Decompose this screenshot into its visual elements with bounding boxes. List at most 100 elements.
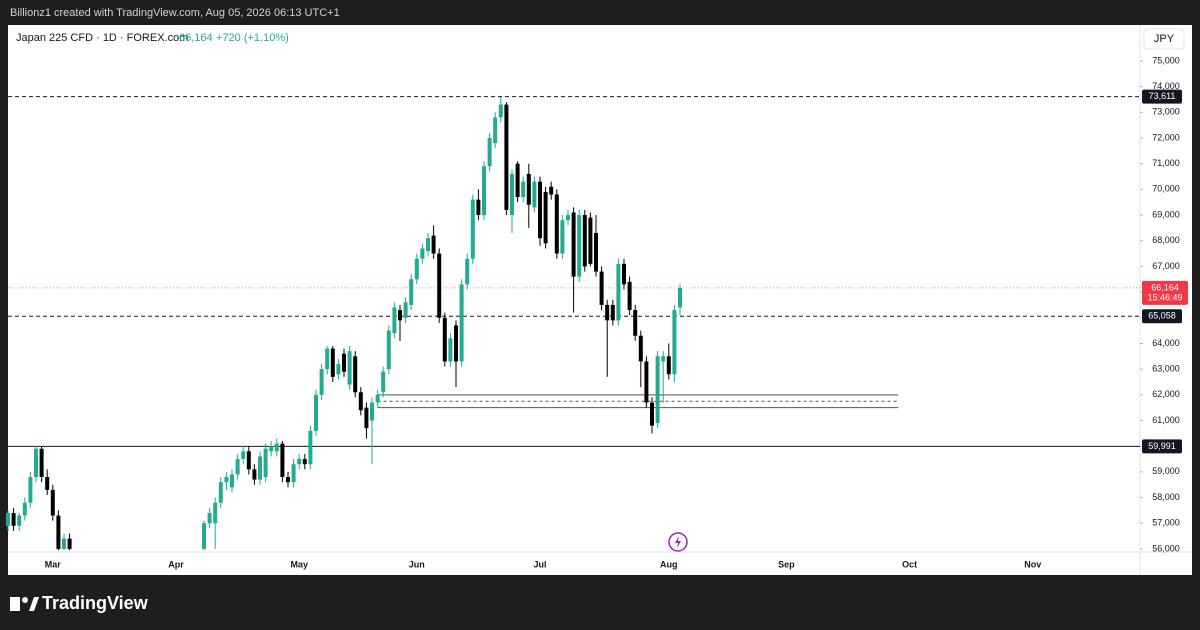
- candle-body: [314, 394, 318, 431]
- y-tick-label: 73,000: [1152, 107, 1180, 117]
- candle-body: [319, 369, 324, 395]
- candle-body: [213, 502, 218, 524]
- candle-body: [582, 215, 587, 267]
- candle-body: [45, 477, 50, 490]
- level-label: 73,611: [1149, 91, 1176, 101]
- x-tick-label: Oct: [902, 559, 917, 569]
- y-tick-label: 58,000: [1152, 492, 1180, 502]
- y-tick-label: 64,000: [1152, 338, 1180, 348]
- candle-body: [202, 523, 206, 549]
- candle-body: [672, 310, 677, 375]
- attribution: Billionz1 created with TradingView.com, …: [10, 7, 340, 19]
- candle-body: [448, 338, 453, 362]
- candle-body: [28, 477, 33, 503]
- candle-body: [482, 166, 486, 216]
- x-tick-label: May: [290, 559, 308, 569]
- candle-body: [11, 512, 16, 526]
- header-price: 66,164: [179, 32, 213, 44]
- last-price-label: 66,164: [1151, 282, 1179, 292]
- candle-body: [571, 212, 576, 277]
- candle-body: [655, 356, 660, 424]
- x-tick-label: Sep: [778, 559, 795, 569]
- candle-body: [650, 402, 654, 426]
- candle-body: [364, 407, 369, 429]
- y-tick-label: 57,000: [1152, 518, 1180, 528]
- y-tick-label: 61,000: [1152, 415, 1180, 425]
- y-tick-label: 63,000: [1152, 364, 1180, 374]
- candle-body: [543, 191, 548, 244]
- candle-body: [532, 181, 537, 208]
- candle-body: [633, 310, 638, 336]
- candle-body: [39, 448, 44, 478]
- candle-body: [241, 451, 246, 460]
- candle-body: [661, 356, 666, 362]
- candle-body: [218, 482, 223, 503]
- candle-body: [263, 448, 268, 478]
- y-tick-label: 62,000: [1152, 389, 1180, 399]
- y-tick-label: 67,000: [1152, 261, 1180, 271]
- candle-body: [498, 104, 503, 118]
- plot: 56,00057,00058,00059,00060,00061,00062,0…: [6, 55, 1188, 569]
- events-bolt[interactable]: [675, 536, 681, 548]
- level-label: 59,991: [1148, 441, 1176, 451]
- candle-body: [398, 310, 402, 321]
- candle-body: [538, 181, 542, 239]
- currency[interactable]: JPY: [1154, 33, 1175, 45]
- events-icon[interactable]: [668, 532, 688, 552]
- candle-body: [493, 117, 498, 144]
- candle-body: [235, 459, 240, 475]
- y-tick-label: 71,000: [1152, 158, 1180, 168]
- candle-body: [420, 248, 425, 259]
- candle-body: [504, 104, 509, 210]
- y-tick-label: 70,000: [1152, 184, 1180, 194]
- candle-body: [252, 469, 257, 480]
- candle-body: [230, 474, 234, 488]
- header-change: +720 (+1.10%): [216, 32, 289, 44]
- y-tick-label: 59,000: [1152, 466, 1180, 476]
- candle-body: [599, 271, 604, 305]
- candle-body: [426, 238, 430, 252]
- candle-body: [302, 459, 307, 465]
- candle-body: [588, 217, 593, 264]
- candle-body: [56, 515, 61, 549]
- candle-body: [381, 371, 386, 393]
- candle-body: [487, 138, 492, 167]
- candle-body: [62, 538, 66, 549]
- candle-body: [22, 502, 27, 516]
- candle-body: [6, 512, 10, 526]
- candle-body: [291, 464, 296, 483]
- candle-body: [510, 173, 514, 216]
- candle-body: [594, 233, 598, 272]
- candle-body: [330, 348, 335, 377]
- level-label-box: [1142, 89, 1182, 104]
- candle-body: [549, 186, 554, 195]
- candle-body: [224, 477, 229, 483]
- candle-body: [577, 215, 582, 277]
- level-label: 65,058: [1148, 311, 1176, 321]
- candle-body: [605, 304, 610, 321]
- y-tick-label: 75,000: [1152, 55, 1180, 65]
- y-tick-label: 69,000: [1152, 209, 1180, 219]
- candle-body: [67, 538, 72, 549]
- candle-body: [622, 263, 626, 285]
- candle-body: [336, 364, 341, 375]
- candle-body: [375, 394, 380, 403]
- candle-body: [370, 402, 374, 421]
- candle-body: [34, 448, 38, 478]
- candle-body: [392, 307, 397, 334]
- candle-body: [554, 194, 559, 254]
- candle-body: [638, 335, 643, 362]
- candle-body: [666, 356, 671, 375]
- candle-body: [409, 279, 414, 305]
- candle-body: [459, 284, 464, 362]
- candle-body: [207, 512, 212, 524]
- candle-body: [566, 215, 570, 221]
- candle-body: [403, 302, 408, 318]
- y-tick-label: 74,000: [1152, 81, 1180, 91]
- brand: TradingView: [42, 593, 149, 613]
- currency-box[interactable]: [1143, 28, 1185, 50]
- logo-slash: [29, 597, 39, 611]
- candle-body: [325, 348, 330, 370]
- candle-body: [610, 304, 615, 321]
- candle-body: [246, 451, 251, 470]
